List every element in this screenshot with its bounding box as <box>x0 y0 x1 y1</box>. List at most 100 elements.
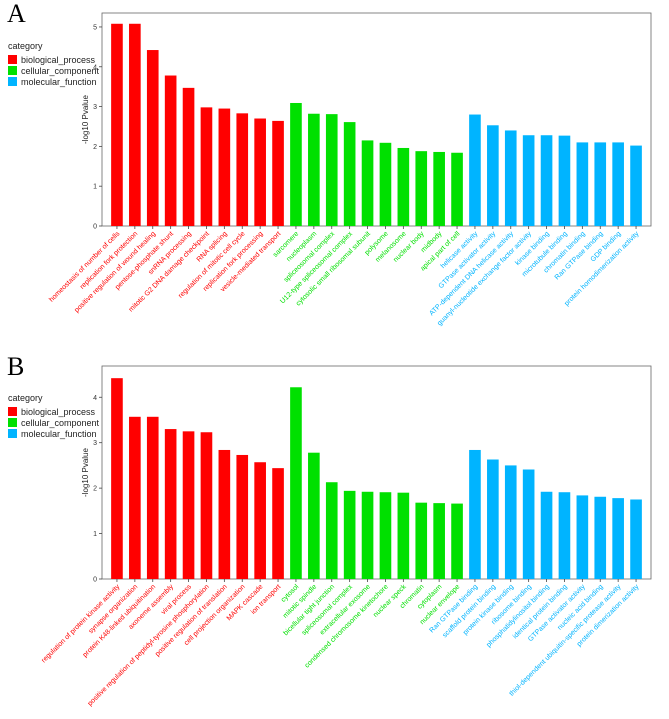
legend-label: molecular_function <box>21 428 97 439</box>
legend-label: cellular_component <box>21 417 100 428</box>
bar <box>146 50 159 227</box>
legend-swatch <box>8 66 17 75</box>
bar <box>200 432 213 579</box>
chart-panel-a: 0 1 2 3 4 5 -log10 Pvalue homeostasis of number… <box>48 12 652 327</box>
bar <box>504 130 517 226</box>
bar <box>576 142 589 226</box>
bar <box>361 140 374 226</box>
x-tick-label: homeostasis of number of cells <box>48 230 122 304</box>
legend-item-biological-process: biological_process <box>8 406 99 417</box>
bar <box>522 469 535 579</box>
legend-item-cellular-component: cellular_component <box>8 417 99 428</box>
bar <box>290 387 302 579</box>
bar <box>236 454 249 579</box>
bar <box>558 135 571 226</box>
bar <box>254 118 266 226</box>
legend-label: cellular_component <box>21 65 100 76</box>
y-tick-label: 0 <box>93 224 97 231</box>
bar <box>164 75 177 227</box>
bar <box>630 145 642 226</box>
bar <box>308 113 320 226</box>
legend-item-cellular-component: cellular_component <box>8 65 99 76</box>
bar <box>630 499 642 579</box>
legend-b: category biological_process cellular_com… <box>8 393 99 439</box>
legend-item-molecular-function: molecular_function <box>8 428 99 439</box>
x-tick-label: regulation of protein kinase activity <box>40 583 121 664</box>
bar <box>397 492 410 579</box>
panel-letter-a: A <box>7 0 26 28</box>
bar <box>415 502 428 579</box>
panel-letter-b: B <box>7 352 25 381</box>
y-tick-label: 2 <box>93 144 97 151</box>
bar <box>254 462 266 579</box>
bar <box>200 107 213 226</box>
y-tick-label: 1 <box>93 531 97 538</box>
bar <box>487 459 499 579</box>
bar <box>415 151 428 226</box>
bar <box>379 142 392 226</box>
y-tick-label: 3 <box>93 440 97 447</box>
bar <box>129 23 141 226</box>
bar <box>540 135 553 226</box>
legend-swatch <box>8 407 17 416</box>
bar <box>469 449 481 579</box>
y-axis-label: -log10 Pvalue <box>81 447 90 496</box>
legend-a: category biological_process cellular_com… <box>8 41 99 87</box>
y-tick-label: 3 <box>93 104 97 111</box>
chart-panel-b: 0 1 2 3 4 -log10 Pvalue regulation of protein … <box>40 365 652 708</box>
plot-frame <box>101 12 652 227</box>
y-tick-label: 5 <box>93 24 97 31</box>
legend-swatch <box>8 418 17 427</box>
bar <box>361 491 374 579</box>
bar <box>504 465 517 579</box>
bar <box>558 492 571 579</box>
bar <box>594 496 607 579</box>
bar <box>612 142 624 226</box>
x-tick-label: condensed chromosome kinetochore <box>304 583 390 669</box>
legend-swatch <box>8 429 17 438</box>
bar <box>308 452 320 579</box>
bar <box>325 482 338 579</box>
bar <box>272 468 284 579</box>
bar <box>451 152 463 226</box>
legend-title: category <box>8 393 43 403</box>
bar <box>433 503 445 579</box>
bar <box>522 135 535 226</box>
bar <box>379 492 392 579</box>
legend-item-biological-process: biological_process <box>8 54 99 65</box>
bar <box>451 503 463 579</box>
bar <box>612 498 624 579</box>
y-tick-label: 4 <box>93 395 97 402</box>
bar <box>290 102 302 226</box>
y-tick-label: 0 <box>93 577 97 584</box>
bar <box>576 495 589 579</box>
bar <box>325 114 338 226</box>
bar <box>343 490 356 579</box>
x-tick-label: ATP-dependent DNA helicase activity <box>428 230 515 317</box>
bar <box>218 108 231 226</box>
bar <box>594 142 607 226</box>
bar <box>540 491 553 579</box>
bar <box>111 378 123 579</box>
legend-title: category <box>8 41 43 51</box>
bar <box>129 416 141 579</box>
bar <box>182 87 195 226</box>
legend-label: molecular_function <box>21 76 97 87</box>
bar <box>487 125 499 226</box>
legend-swatch <box>8 77 17 86</box>
bar <box>433 151 445 226</box>
bar <box>111 23 123 226</box>
x-tick-label: regulation of mitotic cell cycle <box>177 230 246 299</box>
bar <box>469 114 481 226</box>
legend-label: biological_process <box>21 406 96 417</box>
legend-swatch <box>8 55 17 64</box>
legend-label: biological_process <box>21 54 96 65</box>
bar <box>343 122 356 226</box>
y-tick-label: 2 <box>93 486 97 493</box>
plot-frame <box>101 365 652 580</box>
bar <box>146 416 159 579</box>
bar <box>182 431 195 579</box>
bar <box>236 113 249 226</box>
bar <box>397 147 410 226</box>
